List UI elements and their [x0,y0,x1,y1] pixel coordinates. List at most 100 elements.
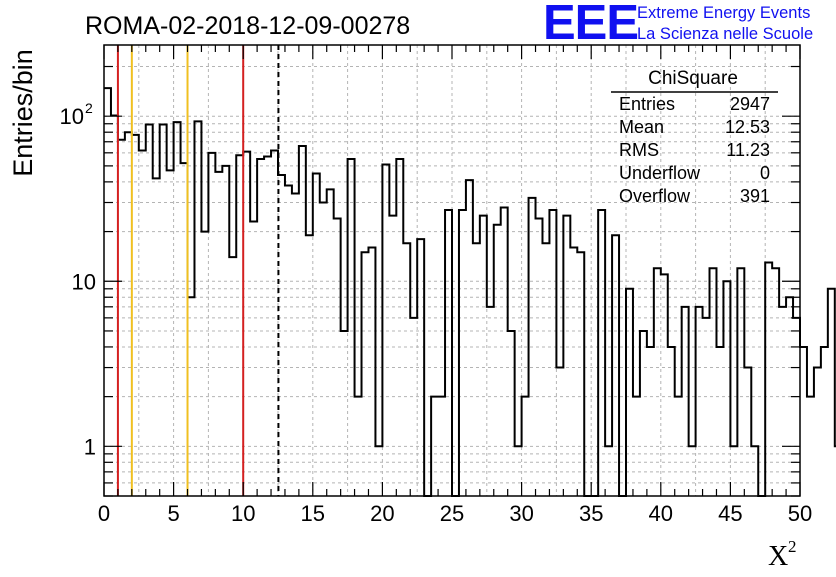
histogram-bin [146,125,153,496]
histogram-bin [730,446,737,496]
histogram-bin [118,140,125,496]
histogram-bin [508,331,515,496]
histogram-bin [222,166,229,496]
logo-mark: EEE [543,0,638,50]
logo-line-1: Extreme Energy Events [637,4,810,22]
histogram-bin [710,268,717,496]
histogram-bin [382,164,389,496]
histogram-bin [236,155,243,496]
y-tick-label-exponent: 2 [85,100,93,116]
histogram-bin [556,368,563,496]
histogram-bin [132,135,139,496]
histogram-bin [807,397,814,496]
histogram-bin [487,307,494,496]
histogram-bin [299,146,306,496]
histogram-bin [793,318,800,496]
stats-row-underflow: Underflow 0 [619,163,770,183]
histogram-bin [257,159,264,496]
histogram-bin [243,152,250,496]
stats-row-overflow: Overflow 391 [619,186,770,206]
stats-row-mean: Mean 12.53 [619,117,770,137]
stats-value: 0 [760,163,770,183]
histogram-bin [800,347,807,496]
histogram-bin [104,88,111,496]
histogram-bin [320,203,327,496]
histogram-bin [153,178,160,496]
histogram-bin [396,159,403,496]
logo-line-2: La Scienza nelle Scuole [637,25,813,43]
histogram-bin [744,368,751,496]
x-axis-label-main: X [768,541,788,572]
histogram-bin [410,318,417,496]
histogram-bin [751,446,758,496]
histogram-bin [563,216,570,496]
histogram-bin [536,218,543,496]
stats-value: 2947 [730,94,770,114]
histogram-bin [389,216,396,496]
histogram-bin [515,446,522,496]
chart-title: ROMA-02-2018-12-09-00278 [85,12,410,40]
histogram-bin [737,268,744,496]
histogram-bin [501,207,508,496]
histogram-bin [327,189,334,496]
histogram-bin [201,232,208,496]
histogram-bin [403,243,410,496]
histogram-bin [167,170,174,496]
histogram-bin [661,274,668,496]
histogram-bin [821,347,828,496]
histogram-bin [689,446,696,496]
stats-label: Overflow [619,186,691,206]
histogram-bin [348,159,355,496]
histogram-bin [723,281,730,496]
histogram-bin [111,115,118,496]
histogram-bin [549,210,556,496]
stats-value: 11.23 [726,140,770,160]
histogram-bin [473,243,480,496]
histogram-bin [445,210,452,496]
histogram-bin [208,153,215,496]
x-tick-label: 15 [301,501,325,526]
histogram-bin [765,262,772,496]
histogram-bin [459,210,466,496]
threshold-lines [116,45,280,496]
y-tick-label: 10 [60,104,84,129]
histogram-bin [494,225,501,496]
histogram-bin [334,218,341,496]
histogram-bin [703,318,710,496]
stats-label: RMS [619,140,659,160]
histogram-bin [682,307,689,496]
histogram-bin [174,122,181,496]
x-tick-label: 40 [649,501,673,526]
x-tick-label: 5 [167,501,179,526]
histogram-bin [229,257,236,496]
histogram-bin [542,243,549,496]
histogram-bin [313,173,320,496]
histogram-bin [194,121,201,496]
x-tick-label: 30 [509,501,533,526]
histogram-bin [647,347,654,496]
histogram-bin [181,163,188,496]
stats-value: 391 [740,186,770,206]
histogram-bin [341,331,348,496]
histogram-bin [522,397,529,496]
x-tick-label: 0 [98,501,110,526]
histogram-bin [716,347,723,496]
histogram-bin [605,446,612,496]
y-axis-label: Entries/bin [8,49,38,177]
histogram-bin [772,268,779,496]
histogram-bin [438,397,445,496]
histogram-bin [814,368,821,496]
histogram-bin [431,397,438,496]
histogram-bin [271,150,278,496]
x-tick-label: 50 [788,501,812,526]
stats-label: Mean [619,117,664,137]
histogram-bin [612,235,619,496]
x-tick-label: 35 [579,501,603,526]
histogram-bin [828,289,835,496]
eee-logo: EEE Extreme Energy Events La Scienza nel… [543,0,813,50]
x-tick-label: 25 [440,501,464,526]
stats-box: ChiSquare Entries 2947 Mean 12.53 RMS 11… [611,68,778,206]
histogram-bin [668,347,675,496]
histogram-bin [368,248,375,496]
